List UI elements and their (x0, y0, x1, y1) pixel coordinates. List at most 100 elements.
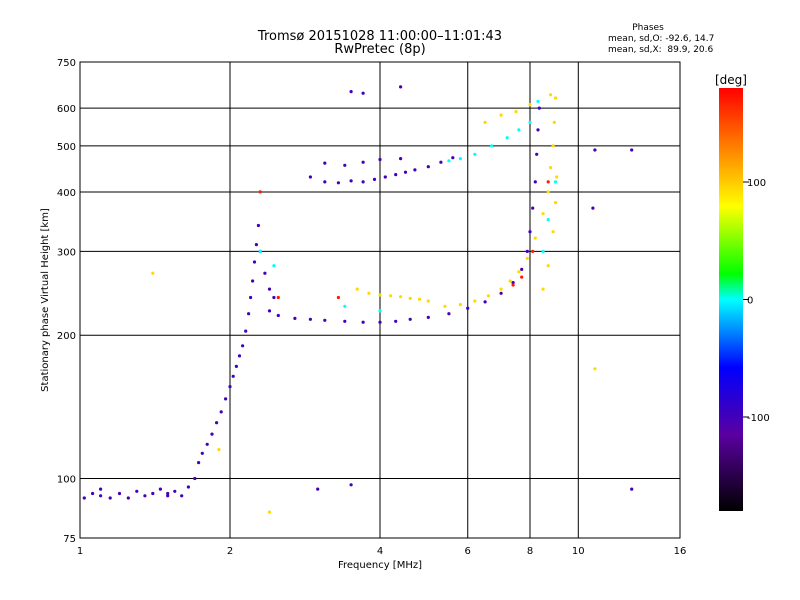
colorbar-gradient (719, 88, 743, 511)
echo-point (193, 476, 197, 481)
echo-point (256, 223, 260, 228)
colorbar: [deg] 100 0 -100 (715, 73, 770, 511)
phase-stats-o: mean, sd,O: -92.6, 14.7 (608, 34, 714, 44)
echo-point (473, 299, 477, 303)
y-tick-label: 200 (57, 331, 76, 342)
echo-point (439, 160, 443, 164)
y-axis-label: Stationary phase Virtual Height [km] (40, 208, 51, 392)
echo-point (316, 487, 320, 491)
echo-point (355, 287, 359, 291)
colorbar-tick-label: -100 (747, 413, 770, 424)
phase-stats: Phases mean, sd,O: -92.6, 14.7 mean, sd,… (608, 23, 714, 55)
x-tick-label: 6 (465, 546, 471, 557)
echo-point (126, 496, 130, 500)
echo-point (552, 120, 556, 124)
echo-point (394, 173, 398, 177)
echo-point (541, 249, 545, 253)
echo-point (537, 106, 541, 110)
x-tick-label: 2 (227, 546, 233, 557)
chart-subtitle: RwPretec (8p) (334, 42, 425, 57)
echo-point (483, 120, 487, 124)
echo-point (536, 99, 540, 103)
echo-point (151, 491, 155, 496)
echo-point (408, 317, 412, 321)
y-tick-label: 100 (57, 475, 76, 486)
x-axis-label: Frequency [MHz] (338, 560, 422, 571)
echo-point (336, 181, 340, 185)
echo-point (499, 287, 503, 291)
echo-point (254, 243, 258, 247)
echo-point (135, 489, 139, 493)
colorbar-tick-label: 100 (747, 178, 766, 189)
echo-point (593, 148, 597, 152)
echo-point (517, 128, 521, 132)
echo-point (263, 271, 267, 275)
echo-point (247, 312, 251, 316)
echo-point (205, 442, 209, 446)
echo-point (546, 190, 550, 194)
echo-point (228, 385, 232, 389)
echo-point (443, 304, 447, 308)
echo-point (349, 179, 353, 183)
echo-point (234, 364, 238, 368)
echo-point (514, 110, 518, 114)
echo-point (323, 161, 327, 165)
echo-point (591, 206, 595, 210)
echo-point (511, 283, 515, 287)
echo-point (525, 256, 529, 260)
echo-point (151, 271, 155, 275)
y-tick-label: 400 (57, 188, 76, 199)
echo-point (180, 494, 184, 498)
echo-point (343, 163, 347, 167)
x-tick-label: 4 (377, 546, 383, 557)
echo-point (215, 421, 219, 425)
echo-point (336, 295, 340, 300)
echo-point (200, 451, 204, 455)
echo-point (630, 487, 634, 491)
echo-point (143, 494, 147, 498)
echo-point (458, 157, 462, 161)
echo-point (186, 485, 190, 489)
echo-point (546, 180, 550, 184)
echo-point (511, 281, 515, 285)
echo-point (108, 496, 112, 500)
echo-point (499, 113, 503, 117)
echo-point (272, 264, 276, 268)
echo-point (367, 291, 371, 295)
echo-point (99, 487, 103, 491)
echo-point (473, 152, 477, 156)
echo-point (82, 496, 86, 500)
y-tick-label: 75 (63, 534, 76, 545)
echo-point (466, 306, 470, 310)
echo-point (553, 180, 558, 184)
echo-point (408, 296, 412, 300)
echo-point (323, 180, 327, 184)
chart-title: Tromsø 20151028 11:00:00–11:01:43 (257, 29, 502, 44)
echo-point (293, 316, 297, 320)
echo-point (541, 287, 545, 291)
echo-point (426, 315, 430, 319)
echo-point (241, 344, 245, 348)
phase-stats-x: mean, sd,X: 89.9, 20.6 (608, 45, 714, 55)
echo-point (224, 397, 228, 401)
echo-point (308, 175, 312, 179)
echo-point (536, 128, 540, 132)
echo-point (593, 367, 597, 371)
plot-area: 1 2 4 6 8 10 16 75 100 200 300 400 500 600 750 (57, 58, 686, 557)
echo-point (158, 487, 162, 491)
echo-point (272, 295, 276, 300)
echo-point (549, 93, 553, 97)
echo-point (426, 165, 430, 169)
echo-point (349, 483, 353, 487)
echo-point (252, 260, 257, 264)
echo-point (361, 91, 365, 95)
echo-point (343, 319, 347, 323)
echo-point (99, 494, 103, 498)
echo-point (553, 96, 558, 100)
echo-point (399, 295, 403, 299)
echo-point (394, 319, 398, 323)
echo-point (531, 249, 535, 253)
echo-point (210, 432, 214, 436)
echo-point (546, 218, 550, 222)
